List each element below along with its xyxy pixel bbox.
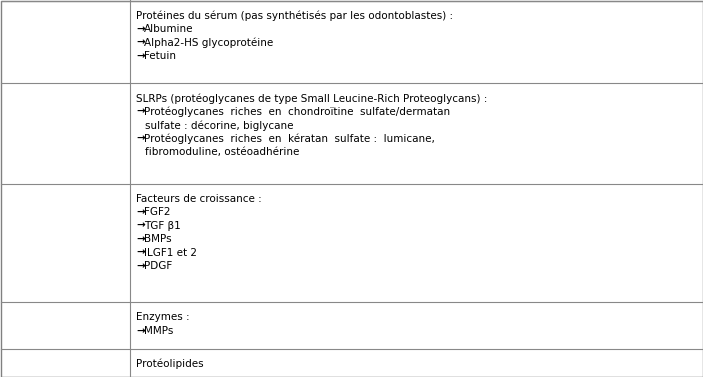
Text: →: → — [136, 37, 145, 48]
Text: SLRPs (protéoglycanes de type Small Leucine-Rich Proteoglycans) :: SLRPs (protéoglycanes de type Small Leuc… — [136, 93, 487, 104]
Text: →: → — [136, 326, 145, 336]
Text: sulfate : décorine, biglycane: sulfate : décorine, biglycane — [145, 120, 294, 130]
Text: MMPs: MMPs — [144, 326, 174, 336]
Text: →: → — [136, 133, 145, 144]
Text: Albumine: Albumine — [144, 24, 193, 34]
Text: FGF2: FGF2 — [144, 207, 171, 217]
Text: →: → — [136, 221, 145, 231]
Text: →: → — [136, 107, 145, 116]
Text: PDGF: PDGF — [144, 261, 172, 271]
Text: →: → — [136, 248, 145, 257]
Text: →: → — [136, 51, 145, 61]
Text: Fetuin: Fetuin — [144, 51, 176, 61]
Text: Enzymes :: Enzymes : — [136, 312, 190, 322]
Text: →: → — [136, 261, 145, 271]
Text: ILGF1 et 2: ILGF1 et 2 — [144, 248, 197, 257]
Text: Alpha2-HS glycoprotéine: Alpha2-HS glycoprotéine — [144, 37, 273, 48]
Text: →: → — [136, 234, 145, 244]
Text: fibromoduline, ostéoadhérine: fibromoduline, ostéoadhérine — [145, 147, 299, 157]
Text: Protéolipides: Protéolipides — [136, 359, 204, 369]
Text: Protéines du sérum (pas synthétisés par les odontoblastes) :: Protéines du sérum (pas synthétisés par … — [136, 11, 453, 21]
Text: BMPs: BMPs — [144, 234, 172, 244]
Text: →: → — [136, 207, 145, 217]
Text: Protéoglycanes  riches  en  kératan  sulfate :  lumicane,: Protéoglycanes riches en kératan sulfate… — [144, 133, 435, 144]
Text: →: → — [136, 24, 145, 34]
Text: Facteurs de croissance :: Facteurs de croissance : — [136, 194, 262, 204]
Text: Protéoglycanes  riches  en  chondroïtine  sulfate/dermatan: Protéoglycanes riches en chondroïtine su… — [144, 107, 450, 117]
Text: TGF β1: TGF β1 — [144, 221, 181, 231]
